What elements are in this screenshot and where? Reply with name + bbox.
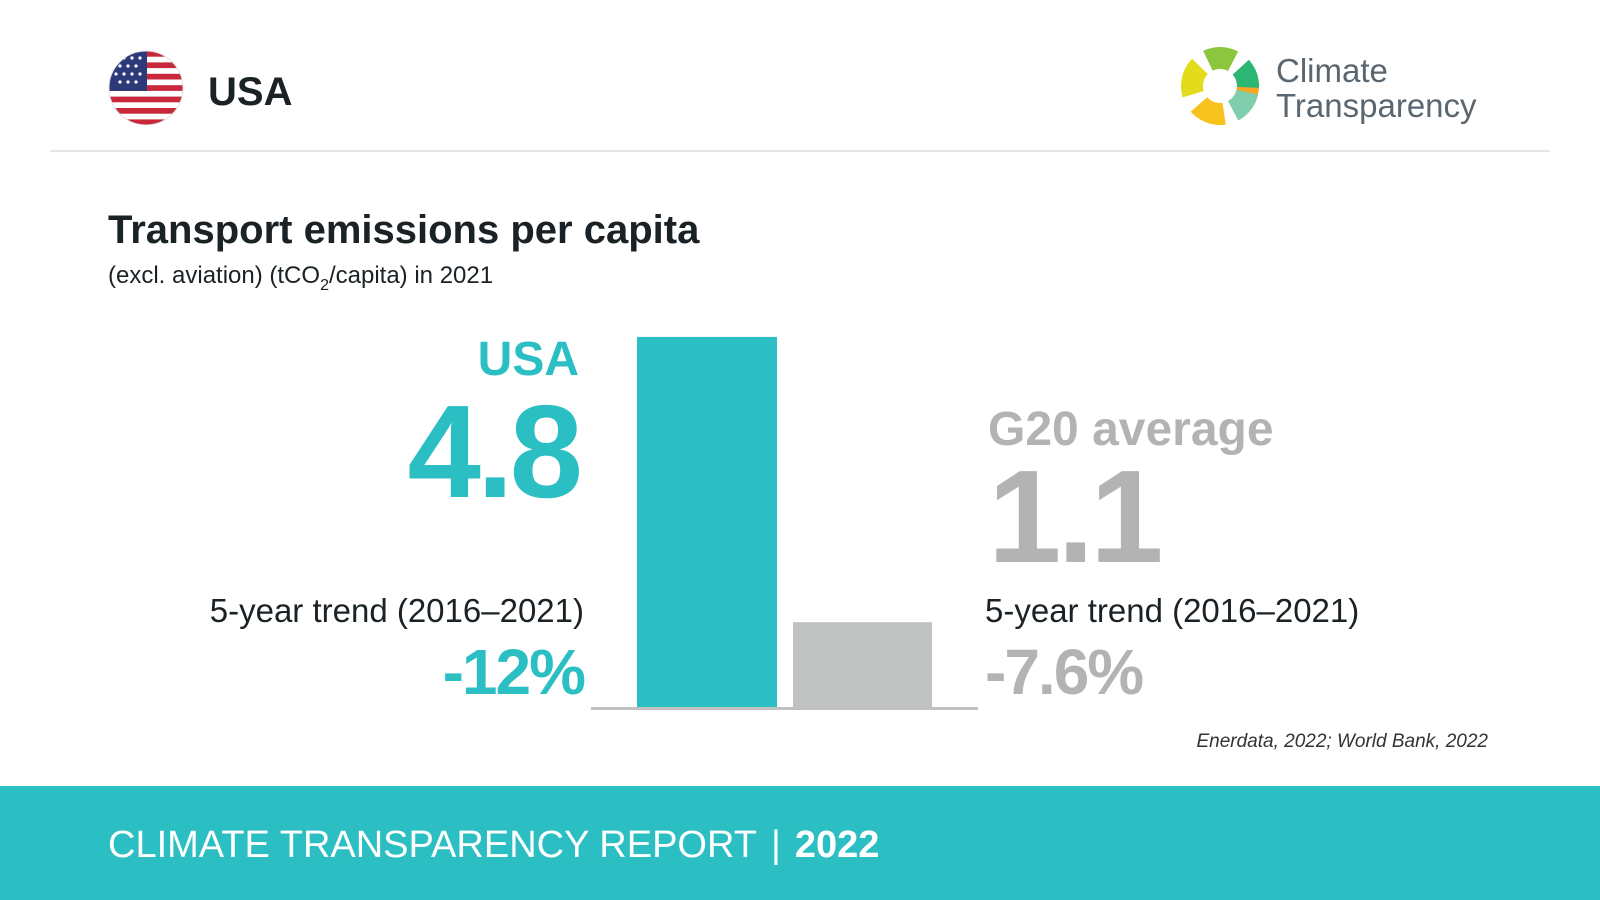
source: Enerdata, 2022; World Bank, 2022 xyxy=(1196,731,1488,752)
trend-label: 5-year trend (2016–2021) xyxy=(985,592,1359,629)
country-title: USA xyxy=(208,70,292,114)
category-label: G20 average xyxy=(988,403,1274,456)
chart-title: Transport emissions per capita xyxy=(108,208,700,252)
subtitle-part: (excl. aviation) (tCO xyxy=(108,262,320,289)
footer-year: 2022 xyxy=(795,824,880,866)
footer-bar xyxy=(0,786,1600,900)
category-label: USA xyxy=(478,333,579,386)
bar xyxy=(793,622,932,707)
value-label: 4.8 xyxy=(408,378,580,525)
footer-report: CLIMATE TRANSPARENCY REPORT xyxy=(108,824,757,866)
trend-value: -12% xyxy=(443,636,586,708)
flag-border xyxy=(108,50,184,126)
logo-text: Climate xyxy=(1276,52,1388,89)
logo-mark xyxy=(1181,47,1259,125)
logo-text: Transparency xyxy=(1276,87,1477,124)
footer-title: CLIMATE TRANSPARENCY REPORT | 2022 xyxy=(108,824,879,866)
chart-subtitle: (excl. aviation) (tCO2/capita) in 2021 xyxy=(108,262,493,294)
subtitle-part: /capita) in 2021 xyxy=(329,262,493,289)
trend-value: -7.6% xyxy=(985,636,1143,708)
subtitle-subscript: 2 xyxy=(320,277,329,294)
bar xyxy=(637,336,777,707)
trend-label: 5-year trend (2016–2021) xyxy=(210,592,584,629)
footer-separator: | xyxy=(771,824,781,866)
value-label: 1.1 xyxy=(988,443,1160,590)
